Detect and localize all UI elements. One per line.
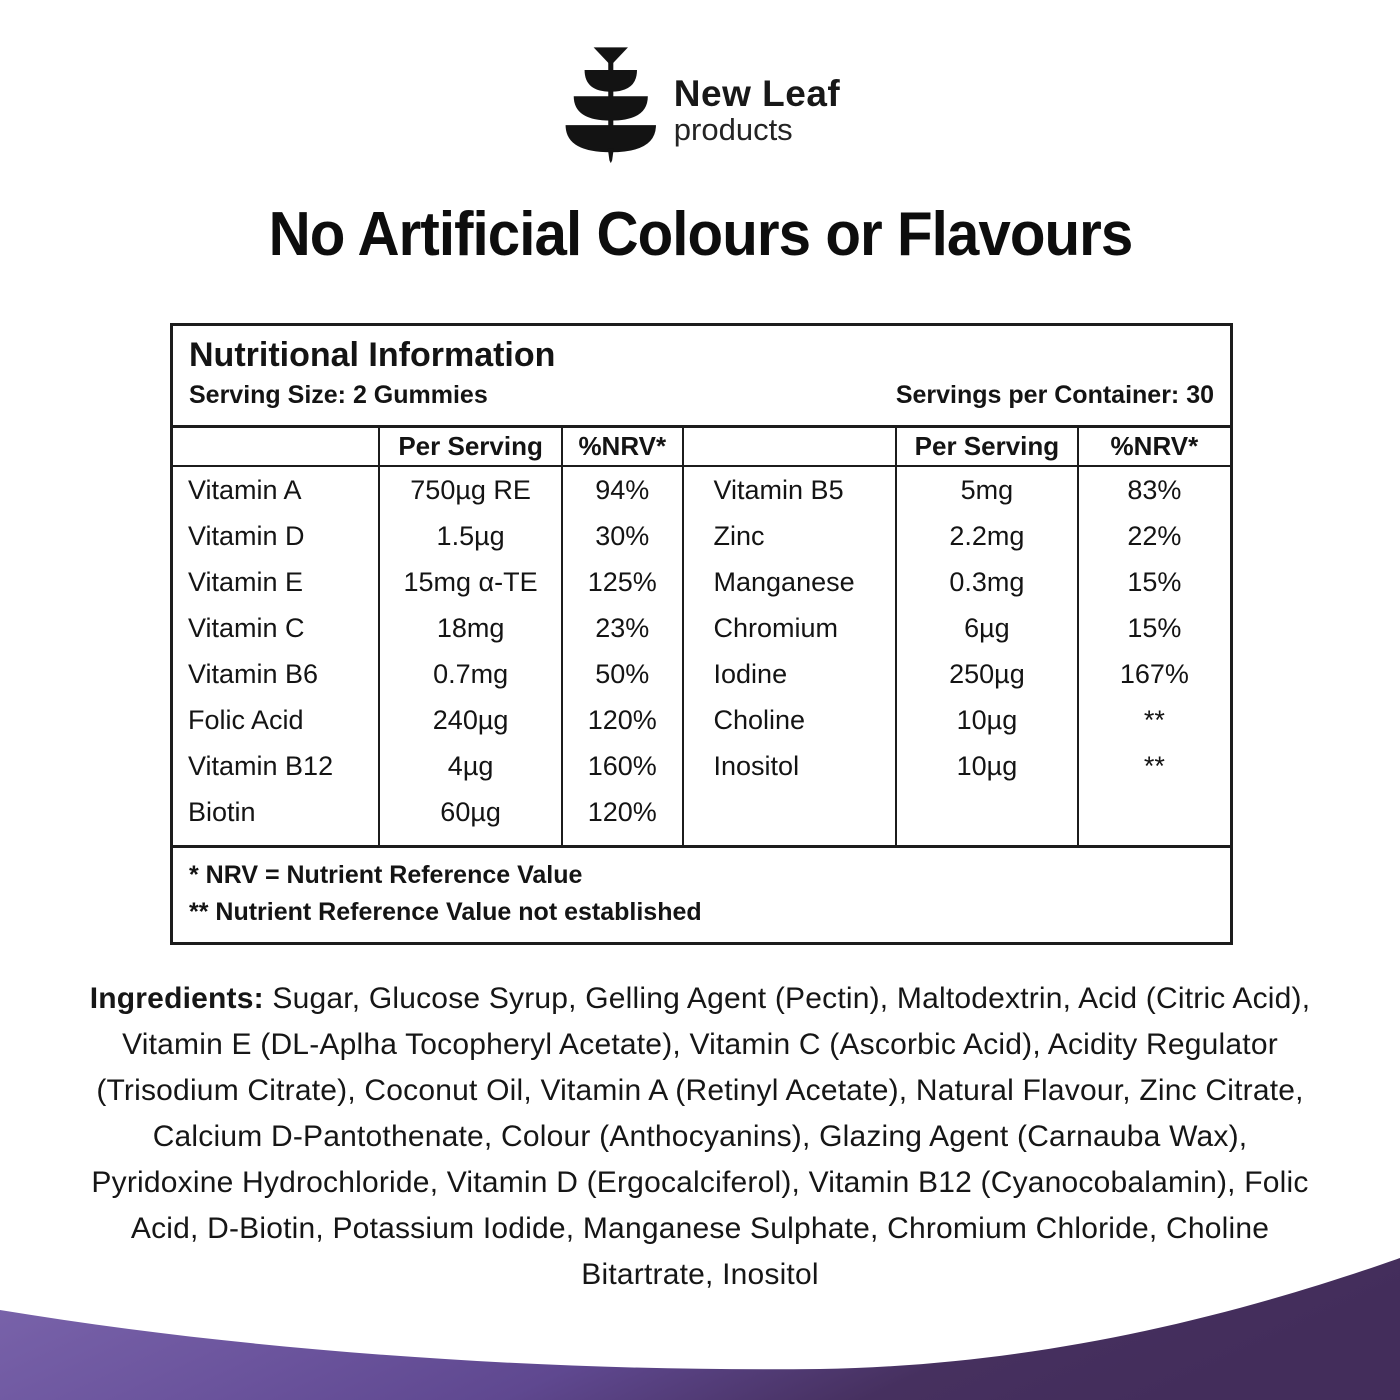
ingredients-paragraph: Ingredients: Sugar, Glucose Syrup, Gelli… — [78, 976, 1322, 1298]
nutrition-cell: 83% — [1127, 475, 1182, 505]
nutrition-title: Nutritional Information — [189, 336, 556, 374]
footnote-nrv: * NRV = Nutrient Reference Value — [189, 861, 583, 889]
brand-name: New Leaf — [673, 72, 841, 114]
nutrition-column: 750µg RE 1.5µg 15mg α-TE 18mg 0.7mg 240µg 4µg 6… — [380, 467, 564, 845]
nutrition-cell: 125% — [587, 567, 657, 597]
nutrition-cell: 50% — [595, 659, 650, 689]
nutrition-column: Vitamin B5 Zinc Manganese Chromium Iodine Cho… — [684, 467, 898, 845]
nutrition-cell: 167% — [1119, 659, 1189, 689]
nutrition-cell: 750µg RE — [410, 475, 531, 505]
nutrition-cell: 120% — [587, 705, 657, 735]
nutrition-cell: ** — [1143, 751, 1165, 781]
nutrition-cell — [1079, 789, 1230, 835]
brand-subtitle: products — [673, 111, 793, 147]
footnote-not-established: ** Nutrient Reference Value not establis… — [189, 898, 702, 926]
nutrition-cell: Manganese — [713, 567, 855, 597]
brand-name-block: New Leaf products — [673, 72, 841, 147]
nutrition-cell: 15mg α-TE — [403, 567, 538, 597]
nutrition-cell: 0.7mg — [433, 659, 509, 689]
nutrition-cell: Vitamin B12 — [188, 751, 334, 781]
nutrition-cell: Iodine — [713, 659, 788, 689]
nutrition-cell: 10µg — [956, 705, 1018, 735]
header-blank-right — [684, 428, 898, 465]
nutrition-cell: 250µg — [949, 659, 1025, 689]
nutrition-cell: 1.5µg — [436, 521, 505, 551]
nutrition-cell: Vitamin B6 — [188, 659, 319, 689]
nutrition-cell: 30% — [595, 521, 650, 551]
nutrition-column: 83% 22% 15% 15% 167% ** ** — [1079, 467, 1230, 845]
nutrition-cell: Vitamin C — [188, 613, 305, 643]
nutrition-cell: 4µg — [447, 751, 494, 781]
header-blank-left — [173, 428, 381, 465]
nutrition-cell: Choline — [713, 705, 806, 735]
headline: No Artificial Colours or Flavours — [0, 196, 1400, 274]
nutrition-cell: 22% — [1127, 521, 1182, 551]
ingredients-label: Ingredients: — [89, 982, 264, 1015]
serving-row: Serving Size: 2 Gummies Servings per Con… — [189, 381, 1214, 410]
header-per-serving-left: Per Serving — [380, 428, 564, 465]
nutrition-panel-head: Nutritional Information Serving Size: 2 … — [173, 326, 1230, 425]
nutrition-cell: 0.3mg — [949, 567, 1025, 597]
bottom-wave-decoration — [0, 1255, 1400, 1400]
nutrition-cell: 60µg — [440, 797, 501, 827]
servings-per-container: Servings per Container: 30 — [895, 381, 1214, 409]
nutrition-cell: 15% — [1127, 613, 1182, 643]
nutrition-cell: ** — [1143, 705, 1165, 735]
nutrition-cell: 6µg — [964, 613, 1010, 643]
nutrition-table-header: Per Serving %NRV* Per Serving %NRV* — [173, 425, 1230, 467]
nutrition-cell: 240µg — [432, 705, 509, 735]
nutrition-cell: 120% — [587, 797, 657, 827]
nutrition-cell: Vitamin E — [188, 567, 304, 597]
nutrition-cell: Vitamin D — [188, 521, 305, 551]
nutrition-cell: 15% — [1127, 567, 1182, 597]
serving-size: Serving Size: 2 Gummies — [189, 381, 488, 409]
headline-text: No Artificial Colours or Flavours — [268, 200, 1133, 269]
nutrition-cell — [897, 789, 1077, 835]
ingredients-text: Sugar, Glucose Syrup, Gelling Agent (Pec… — [91, 982, 1311, 1291]
nutrition-footnotes: * NRV = Nutrient Reference Value ** Nutr… — [173, 845, 1230, 931]
nutrition-column: 5mg 2.2mg 0.3mg 6µg 250µg 10µg 10µg — [897, 467, 1079, 845]
brand-logo: New Leaf products — [560, 42, 840, 164]
nutrition-cell: 23% — [595, 613, 650, 643]
nutrition-cell: 94% — [595, 475, 650, 505]
nutrition-cell: 18mg — [436, 613, 505, 643]
nutrition-cell: Vitamin B5 — [713, 475, 844, 505]
nutrition-cell: Vitamin A — [188, 475, 302, 505]
header-nrv-right: %NRV* — [1110, 431, 1199, 461]
nutrition-cell: Zinc — [713, 521, 765, 551]
nutrition-cell: 160% — [587, 751, 657, 781]
leaf-tree-icon — [560, 42, 662, 164]
header-per-serving-right: Per Serving — [897, 428, 1079, 465]
nutrition-cell: Inositol — [713, 751, 800, 781]
nutrition-cell: 5mg — [960, 475, 1014, 505]
nutrition-cell: Biotin — [188, 797, 256, 827]
nutrition-cell — [684, 789, 896, 835]
nutrition-cell: Chromium — [713, 613, 839, 643]
nutrition-cell: Folic Acid — [188, 705, 304, 735]
header-nrv-left: %NRV* — [563, 428, 684, 465]
nutrition-column: 94% 30% 125% 23% 50% 120% 160% 120% — [563, 467, 684, 845]
nutrition-column: Vitamin A Vitamin D Vitamin E Vitamin C Vita… — [173, 467, 381, 845]
nutrition-table-body: Vitamin A Vitamin D Vitamin E Vitamin C Vita… — [173, 467, 1230, 845]
nutrition-panel: Nutritional Information Serving Size: 2 … — [170, 323, 1233, 945]
nutrition-cell: 10µg — [956, 751, 1018, 781]
nutrition-cell: 2.2mg — [949, 521, 1025, 551]
